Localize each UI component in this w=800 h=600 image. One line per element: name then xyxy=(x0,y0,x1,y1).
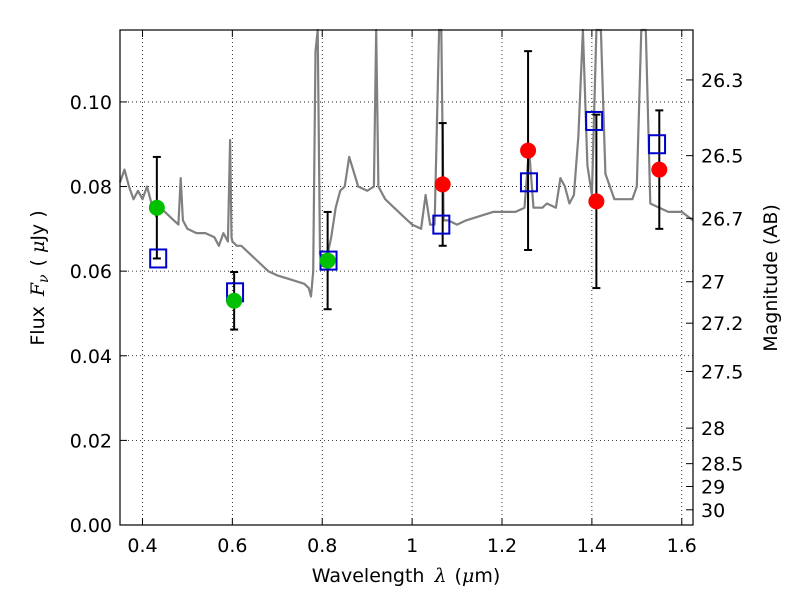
y-tick-label: 0.04 xyxy=(70,346,112,368)
y2-tick-label: 28.5 xyxy=(701,454,743,476)
observed-point xyxy=(226,292,243,309)
y2-tick-label: 26.5 xyxy=(701,146,743,168)
model-photometry-square xyxy=(648,134,667,155)
x-tick-label: 0.4 xyxy=(127,535,157,557)
y2-tick-label: 27 xyxy=(701,272,725,294)
x-tick-label: 1.2 xyxy=(487,535,517,557)
y2-tick-label: 28 xyxy=(701,418,725,440)
y2-axis-label: Magnitude (AB) xyxy=(760,204,782,352)
y2-tick-label: 26.7 xyxy=(701,208,743,230)
y-tick-label: 0.06 xyxy=(70,261,112,283)
observed-point xyxy=(148,199,165,216)
model-photometry-square xyxy=(432,214,451,235)
spectrum-line xyxy=(118,28,694,298)
y2-tick-label: 29 xyxy=(701,477,725,499)
model-photometry-square xyxy=(149,248,168,269)
plot-frame xyxy=(119,29,694,526)
markers xyxy=(148,110,668,309)
y-tick-label: 0.02 xyxy=(70,430,112,452)
x-tick-label: 0.6 xyxy=(217,535,247,557)
observed-point xyxy=(434,176,451,193)
y-tick-label: 0.00 xyxy=(70,515,112,537)
observed-point xyxy=(319,252,336,269)
y-axis-label: FluxFν(μJy ) xyxy=(27,210,52,345)
ticks xyxy=(120,30,693,526)
x-tick-label: 1.4 xyxy=(577,535,607,557)
y2-tick-label: 26.3 xyxy=(701,70,743,92)
model-photometry-square xyxy=(585,110,604,131)
y2-tick-label: 27.2 xyxy=(701,313,743,335)
y2-tick-label: 30 xyxy=(701,500,725,522)
y-tick-label: 0.10 xyxy=(70,92,112,114)
y2-tick-label: 27.5 xyxy=(701,361,743,383)
x-tick-label: 1.6 xyxy=(667,535,697,557)
x-axis-label: Wavelength λ (μm) xyxy=(312,565,500,587)
x-tick-label: 1 xyxy=(406,535,418,557)
grid xyxy=(120,30,693,526)
y-tick-label: 0.08 xyxy=(70,177,112,199)
observed-point xyxy=(651,161,668,178)
x-tick-label: 0.8 xyxy=(307,535,337,557)
observed-point xyxy=(588,193,605,210)
observed-point xyxy=(520,142,537,159)
tick-labels: 0.4 0.6 0.8 1 1.2 1.4 1.6 0.00 0.02 0.04 0.06 0.08 0… xyxy=(70,70,744,557)
model-photometry-square xyxy=(519,172,538,193)
